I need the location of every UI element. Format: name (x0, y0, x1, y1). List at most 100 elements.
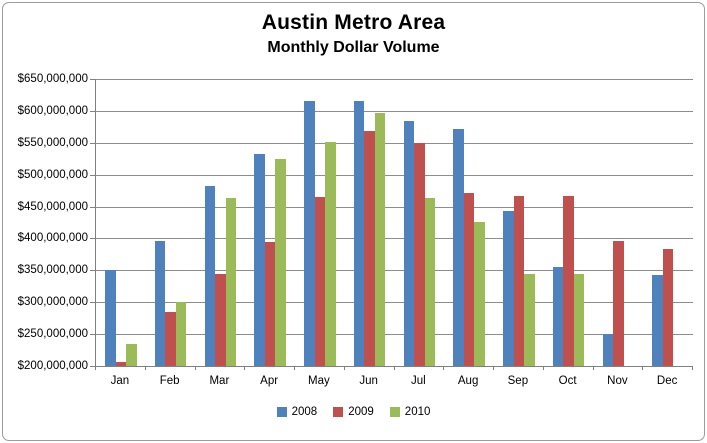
bar-2009-feb (165, 311, 176, 366)
y-axis-label: $250,000,000 (17, 328, 88, 340)
bar-2009-jul (414, 142, 425, 366)
bar-2010-oct (573, 273, 585, 366)
gridline (96, 175, 693, 176)
x-axis-tick (394, 366, 395, 370)
y-axis-tick (90, 143, 95, 144)
bar-2008-oct (552, 267, 564, 366)
y-axis-tick (90, 302, 95, 303)
x-axis-tick (294, 366, 295, 370)
y-axis-label: $200,000,000 (17, 360, 88, 372)
bar-2010-mar (225, 198, 237, 366)
bar-2010-jun (374, 112, 386, 366)
bar-2010-jan (126, 343, 137, 366)
x-axis-label: Aug (457, 375, 479, 387)
x-axis-tick (543, 366, 544, 370)
bar-2009-oct (563, 195, 574, 366)
legend-item-2008: 2008 (276, 406, 318, 418)
gridline (96, 238, 693, 239)
bar-2010-apr (275, 159, 286, 366)
y-axis-tick (90, 238, 95, 239)
x-axis-tick (344, 366, 345, 370)
bar-2010-jul (424, 198, 436, 366)
y-axis-tick (90, 334, 95, 335)
y-axis-tick (90, 366, 95, 367)
y-axis-label: $300,000,000 (17, 296, 88, 308)
bar-2010-feb (175, 302, 187, 366)
legend-item-2009: 2009 (333, 406, 374, 418)
gridline (96, 334, 693, 335)
y-axis-tick (90, 175, 95, 176)
x-axis-tick (642, 366, 643, 370)
x-axis-label: Jan (110, 375, 130, 387)
x-axis-tick (95, 366, 96, 370)
legend-swatch-2008 (276, 407, 287, 417)
y-axis-label: $450,000,000 (17, 201, 88, 213)
bar-2008-mar (204, 185, 216, 366)
bar-2008-jan (105, 270, 116, 366)
gridline (96, 143, 693, 144)
x-axis-label: Jul (411, 375, 426, 387)
bar-2009-apr (264, 242, 276, 366)
bar-2008-apr (254, 154, 265, 366)
x-axis-tick (692, 366, 693, 370)
x-axis-label: Sep (507, 375, 529, 387)
y-axis-label: $600,000,000 (17, 105, 88, 117)
x-axis-label: May (308, 375, 330, 387)
bar-2010-aug (474, 221, 485, 366)
y-axis-label: $650,000,000 (17, 73, 88, 85)
x-axis-label: Feb (159, 375, 180, 387)
bar-2009-may (314, 197, 326, 366)
y-axis-tick (90, 79, 95, 80)
x-axis-label: Nov (607, 375, 628, 387)
bar-2009-nov (613, 241, 624, 366)
chart-subtitle: Monthly Dollar Volume (267, 39, 440, 56)
x-axis-tick (443, 366, 444, 370)
gridline (96, 270, 693, 271)
legend-label-2010: 2010 (404, 406, 431, 418)
bar-2008-jul (403, 121, 415, 366)
x-axis-tick (493, 366, 494, 370)
y-axis-tick (90, 207, 95, 208)
bar-2008-aug (453, 129, 464, 366)
y-axis-label: $400,000,000 (17, 232, 88, 244)
bar-2008-feb (154, 241, 166, 366)
y-axis-tick (90, 111, 95, 112)
bar-2009-aug (463, 192, 475, 366)
x-axis-label: Jun (359, 375, 378, 387)
bar-2008-dec (652, 275, 663, 366)
x-axis-label: Apr (260, 375, 279, 387)
bar-2008-jun (353, 100, 365, 366)
bar-2009-dec (662, 248, 674, 366)
y-axis-label: $500,000,000 (17, 169, 88, 181)
legend-label-2008: 2008 (291, 406, 318, 418)
legend-swatch-2010 (389, 407, 400, 417)
x-axis-tick (244, 366, 245, 370)
gridline (96, 302, 693, 303)
bar-2010-may (325, 142, 336, 366)
legend-item-2010: 2010 (389, 406, 431, 418)
chart-title: Austin Metro Area (261, 11, 446, 34)
gridline (96, 79, 693, 80)
bar-2009-jan (115, 362, 127, 366)
y-axis-tick (90, 270, 95, 271)
plot-area (95, 79, 693, 367)
bar-2009-jun (364, 130, 375, 366)
bar-2010-sep (524, 274, 535, 366)
bar-2009-sep (513, 195, 525, 366)
x-axis-tick (593, 366, 594, 370)
x-axis-tick (145, 366, 146, 370)
bar-2008-nov (602, 333, 614, 366)
legend: 2008 2009 2010 (0, 406, 707, 418)
y-axis-label: $550,000,000 (17, 137, 88, 149)
gridline (96, 207, 693, 208)
legend-swatch-2009 (333, 407, 344, 417)
gridline (96, 111, 693, 112)
x-axis-label: Dec (656, 375, 678, 387)
x-axis-label: Mar (209, 375, 230, 387)
legend-label-2009: 2009 (348, 406, 374, 418)
x-axis-label: Oct (558, 375, 577, 387)
x-axis-tick (195, 366, 196, 370)
bar-2009-mar (215, 273, 226, 366)
bar-2008-sep (503, 211, 514, 366)
